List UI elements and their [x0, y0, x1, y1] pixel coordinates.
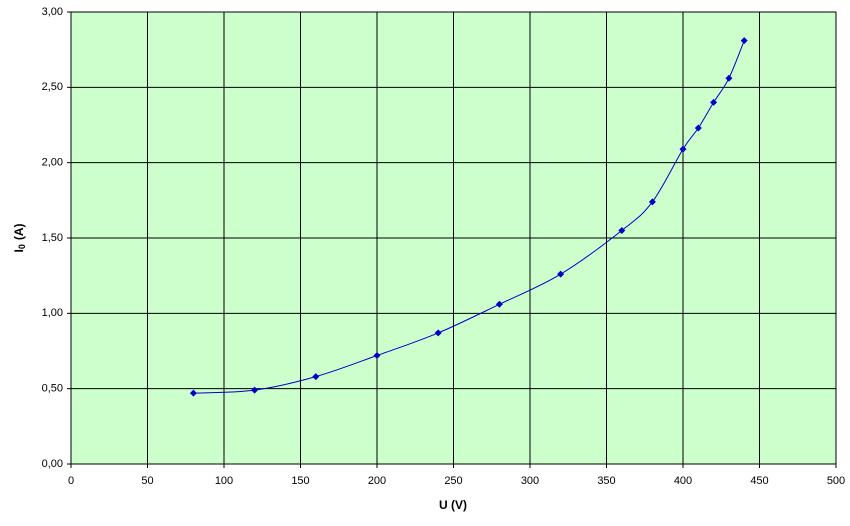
x-tick-label: 150: [291, 475, 309, 487]
data-point: [648, 198, 656, 206]
y-title-main: I: [12, 249, 26, 252]
data-point: [679, 145, 687, 153]
y-title-sub: 0: [17, 244, 27, 249]
y-tick-label: 1,00: [42, 307, 63, 319]
x-tick-label: 250: [444, 475, 462, 487]
x-tick-label: 350: [597, 475, 615, 487]
x-tick-label: 300: [521, 475, 539, 487]
x-tick-label: 400: [674, 475, 692, 487]
data-point: [189, 389, 197, 397]
data-point: [710, 98, 718, 106]
x-axis-title: U (V): [439, 498, 467, 512]
x-tick-label: 100: [215, 475, 233, 487]
data-point: [725, 74, 733, 82]
data-point: [251, 386, 259, 394]
y-tick-label: 2,50: [42, 81, 63, 93]
data-point: [694, 124, 702, 132]
data-point: [618, 226, 626, 234]
data-point: [557, 270, 565, 278]
data-point: [740, 37, 748, 45]
data-point: [434, 329, 442, 337]
x-tick-label: 500: [827, 475, 845, 487]
x-tick-label: 0: [68, 475, 74, 487]
x-tick-label: 200: [368, 475, 386, 487]
y-tick-label: 0,50: [42, 383, 63, 395]
data-point: [373, 352, 381, 360]
y-tick-label: 3,00: [42, 6, 63, 18]
y-axis-title: I0 (A): [12, 223, 27, 252]
y-tick-label: 1,50: [42, 232, 63, 244]
x-tick-label: 450: [750, 475, 768, 487]
data-point: [495, 300, 503, 308]
y-tick-label: 2,00: [42, 157, 63, 169]
y-tick-label: 0,00: [42, 458, 63, 470]
x-tick-label: 50: [141, 475, 153, 487]
data-point: [312, 373, 320, 381]
series-line: [193, 40, 745, 394]
y-title-unit: (A): [12, 223, 26, 240]
